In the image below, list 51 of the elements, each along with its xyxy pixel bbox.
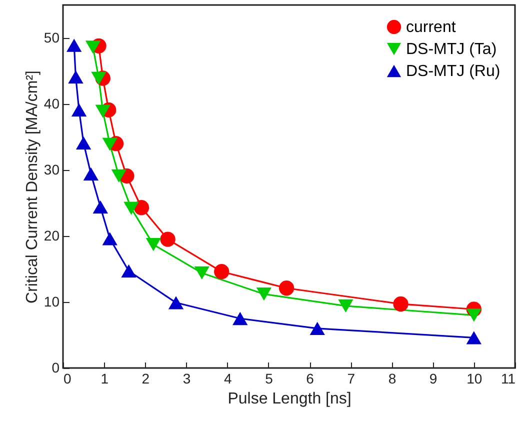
x-tick-label: 9 bbox=[429, 370, 438, 386]
point bbox=[95, 104, 110, 118]
y-tick-label: 20 bbox=[44, 228, 60, 244]
y-tick-label: 0 bbox=[52, 360, 60, 376]
legend-label: current bbox=[406, 19, 456, 36]
y-tick-label: 40 bbox=[44, 96, 60, 112]
x-tick-label: 4 bbox=[224, 370, 232, 386]
x-tick-label: 1 bbox=[100, 370, 109, 386]
point bbox=[71, 103, 87, 117]
point bbox=[168, 296, 184, 310]
x-tick-label: 0 bbox=[64, 370, 72, 386]
x-axis-title: Pulse Length [ns] bbox=[228, 390, 352, 408]
point bbox=[232, 312, 248, 326]
legend-label: DS-MTJ (Ta) bbox=[406, 41, 497, 58]
point bbox=[310, 322, 325, 335]
point bbox=[92, 200, 108, 214]
point bbox=[91, 72, 106, 85]
x-tick-label: 3 bbox=[182, 370, 191, 386]
y-tick-label: 10 bbox=[44, 294, 60, 310]
point bbox=[83, 167, 99, 181]
point bbox=[134, 200, 150, 216]
point bbox=[338, 299, 354, 313]
y-tick-label: 30 bbox=[44, 162, 60, 178]
point bbox=[68, 70, 84, 84]
x-tick-label: 6 bbox=[306, 370, 314, 386]
point bbox=[393, 296, 408, 312]
x-tick-label: 7 bbox=[347, 370, 356, 386]
point bbox=[102, 232, 118, 246]
point bbox=[214, 264, 230, 280]
point bbox=[121, 264, 136, 278]
point bbox=[85, 40, 101, 54]
point bbox=[466, 308, 482, 322]
x-tick-label: 5 bbox=[265, 370, 274, 386]
y-tick-label: 50 bbox=[44, 30, 60, 46]
point bbox=[102, 138, 118, 151]
point bbox=[278, 280, 294, 296]
y-axis-title: Critical Current Density [MA/cm²] bbox=[24, 70, 41, 304]
point bbox=[256, 288, 272, 301]
x-tick-label: 10 bbox=[466, 370, 482, 386]
point bbox=[76, 136, 92, 150]
point bbox=[146, 238, 161, 252]
point bbox=[466, 331, 482, 344]
point bbox=[111, 169, 126, 183]
point bbox=[124, 202, 139, 215]
x-tick-label: 8 bbox=[388, 370, 396, 386]
point bbox=[160, 232, 176, 247]
point bbox=[66, 38, 82, 52]
legend-label: DS-MTJ (Ru) bbox=[406, 63, 500, 80]
point bbox=[194, 266, 210, 280]
x-tick-label: 11 bbox=[500, 370, 516, 386]
x-tick-label: 2 bbox=[142, 370, 150, 386]
